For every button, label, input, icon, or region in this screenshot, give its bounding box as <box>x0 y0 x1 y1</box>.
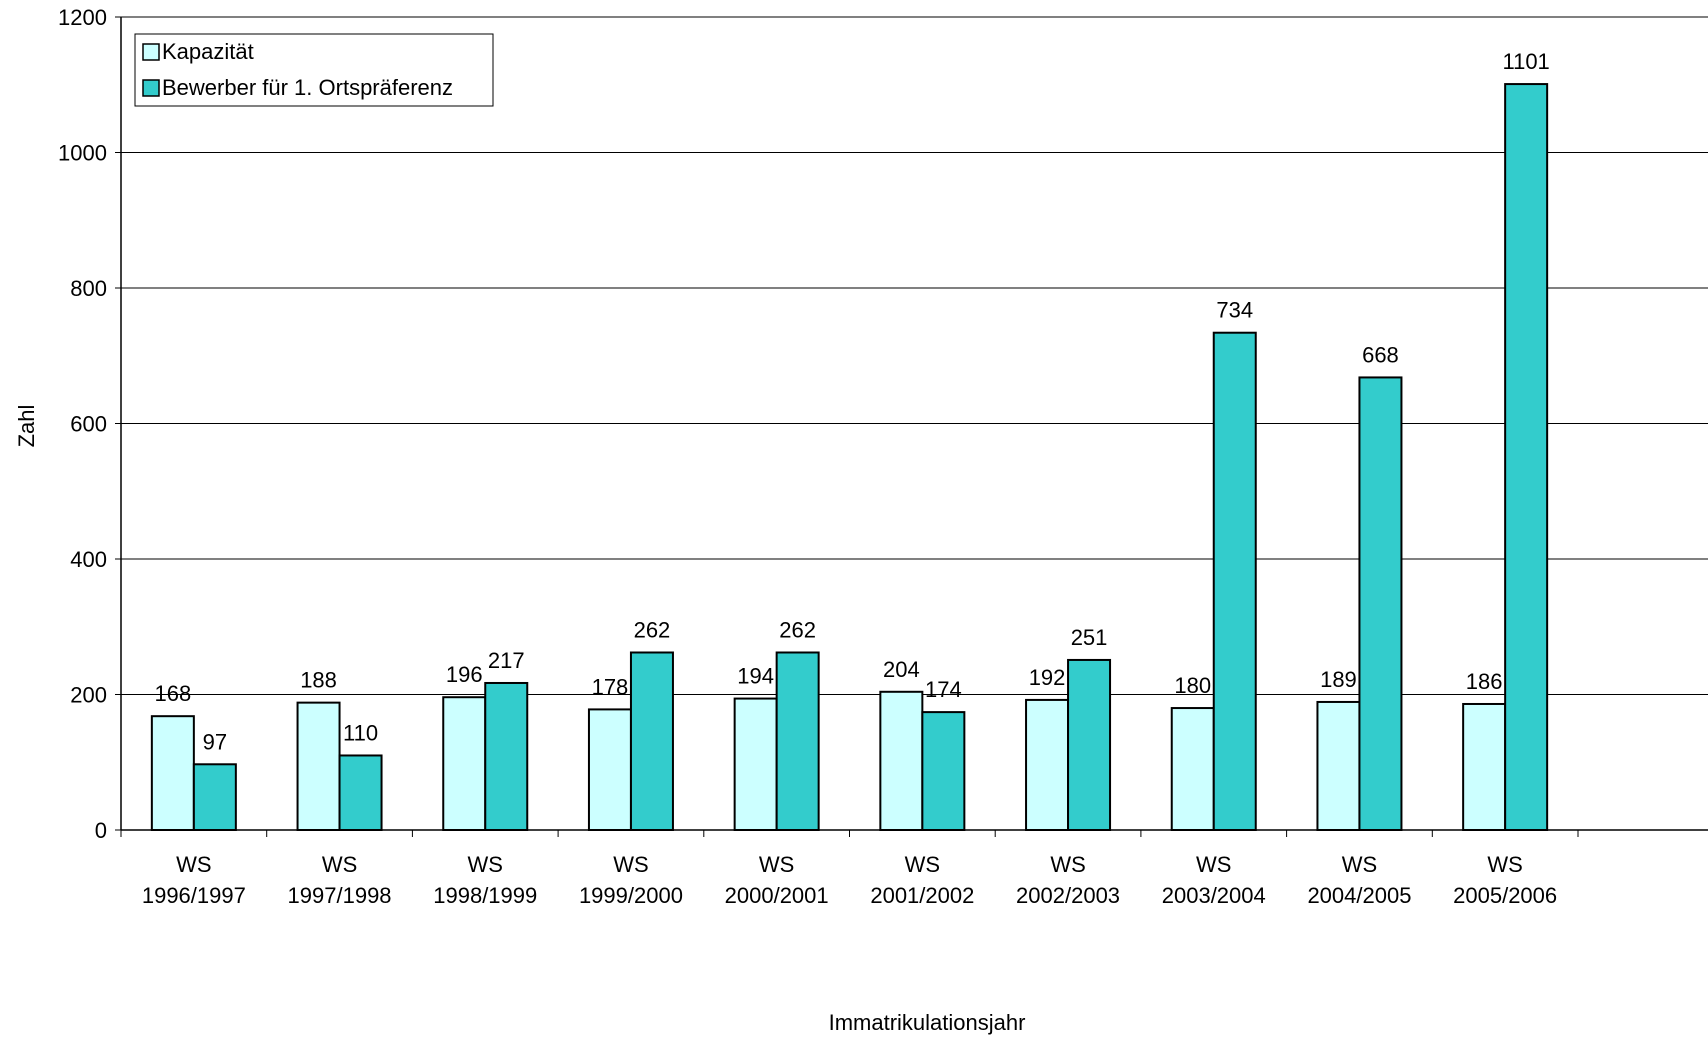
bar-value-label: 1101 <box>1502 49 1549 74</box>
bar-kapazitaet <box>587 708 632 832</box>
bar-kapazitaet <box>150 715 195 831</box>
x-tick-label: WS 2004/2005 <box>1307 852 1411 908</box>
bar-kapazitaet <box>733 697 778 831</box>
bar-value-label: 97 <box>203 729 227 754</box>
y-tick-label: 600 <box>70 412 107 437</box>
bar-bewerber <box>338 754 383 831</box>
x-tick-label: WS 1996/1997 <box>142 852 246 908</box>
bar-value-label: 204 <box>883 657 920 682</box>
bar-value-label: 180 <box>1174 673 1211 698</box>
legend-label: Kapazität <box>162 39 254 64</box>
x-tick-label: WS 1999/2000 <box>579 852 683 908</box>
x-tick-label: WS 2001/2002 <box>870 852 974 908</box>
bar-kapazitaet <box>1316 700 1361 832</box>
bar-value-label: 668 <box>1362 342 1399 367</box>
legend-swatch <box>142 79 160 97</box>
bar-bewerber <box>192 763 237 831</box>
bar-value-label: 734 <box>1216 298 1253 323</box>
bars <box>150 83 1549 832</box>
data-labels: 168 188 196 178 194 204 192 180 189 186 97 110 217 26… <box>154 49 1549 754</box>
x-tick-label: WS 2002/2003 <box>1016 852 1120 908</box>
bar-kapazitaet <box>1170 707 1215 831</box>
bar-bewerber <box>484 681 529 831</box>
bar-value-label: 196 <box>446 662 483 687</box>
bar-bewerber <box>775 651 820 831</box>
x-tick-label: WS 2003/2004 <box>1162 852 1266 908</box>
y-tick-label: 1200 <box>58 5 107 30</box>
bar-value-label: 189 <box>1320 667 1357 692</box>
legend: Kapazität Bewerber für 1. Ortspräferenz <box>134 33 494 107</box>
bar-value-label: 178 <box>592 674 629 699</box>
x-tick-label: WS 2005/2006 <box>1453 852 1557 908</box>
bar-bewerber <box>1358 376 1403 831</box>
y-tick-label: 1000 <box>58 141 107 166</box>
y-axis-title: Zahl <box>14 405 39 448</box>
bar-value-label: 186 <box>1466 669 1503 694</box>
bar-kapazitaet <box>442 696 487 832</box>
bar-value-label: 188 <box>300 668 337 693</box>
bar-bewerber <box>1212 331 1257 831</box>
bar-value-label: 262 <box>634 617 671 642</box>
bar-bewerber <box>921 711 966 831</box>
bar-value-label: 217 <box>488 648 525 673</box>
bar-value-label: 168 <box>154 681 191 706</box>
bar-kapazitaet <box>296 701 341 832</box>
bar-value-label: 110 <box>343 720 378 745</box>
axes: 0 200 400 600 800 1000 1200 WS 1996/1997 WS 1997/1… <box>58 5 1708 908</box>
legend-swatch <box>142 43 160 61</box>
legend-box <box>134 33 494 107</box>
bar-bewerber <box>1067 658 1112 832</box>
bar-bewerber <box>629 651 674 831</box>
x-axis-title: Immatrikulationsjahr <box>829 1010 1026 1035</box>
bar-kapazitaet <box>1025 698 1070 831</box>
bar-value-label: 192 <box>1029 665 1066 690</box>
x-tick-label: WS 1998/1999 <box>433 852 537 908</box>
bar-value-label: 174 <box>925 677 962 702</box>
y-tick-label: 200 <box>70 683 107 708</box>
bar-value-label: 194 <box>737 664 774 689</box>
bar-value-label: 262 <box>779 617 816 642</box>
bar-kapazitaet <box>879 690 924 831</box>
bar-value-label: 251 <box>1071 625 1108 650</box>
y-tick-label: 400 <box>70 547 107 572</box>
legend-label: Bewerber für 1. Ortspräferenz <box>162 75 453 100</box>
y-tick-label: 0 <box>95 818 107 843</box>
x-tick-label: WS 1997/1998 <box>288 852 392 908</box>
y-tick-label: 800 <box>70 276 107 301</box>
gridlines <box>121 16 1708 695</box>
bar-kapazitaet <box>1462 702 1507 831</box>
bar-bewerber <box>1504 83 1549 831</box>
x-tick-label: WS 2000/2001 <box>725 852 829 908</box>
